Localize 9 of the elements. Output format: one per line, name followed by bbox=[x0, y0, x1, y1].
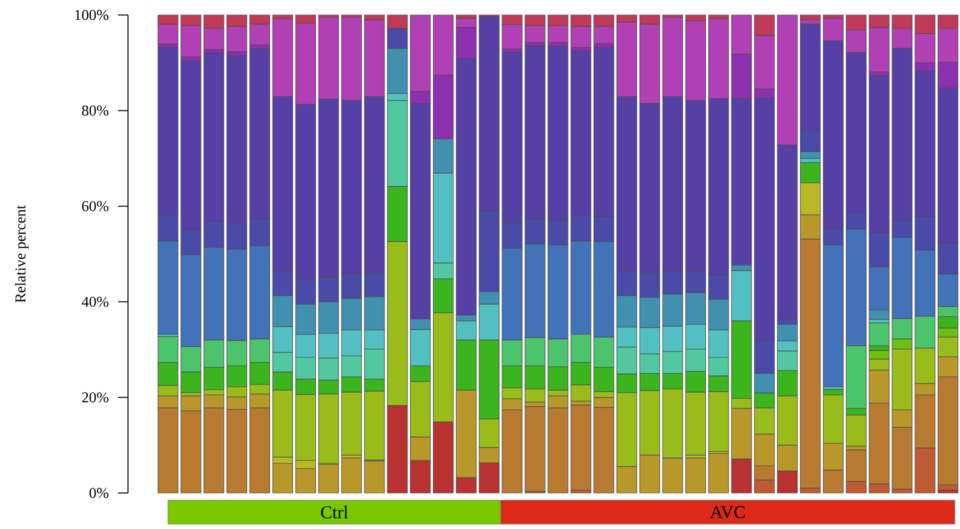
y-tick-label: 60% bbox=[82, 201, 108, 212]
y-tick-label: 80% bbox=[82, 106, 108, 116]
y-tick-label: 20% bbox=[82, 392, 108, 402]
y-tick-label: 40% bbox=[82, 296, 108, 307]
text: Ctrl bbox=[321, 506, 348, 518]
y-axis-title: Relative percent bbox=[14, 205, 29, 302]
y-tick-label: 0% bbox=[90, 488, 108, 498]
y-tick-label: 100% bbox=[75, 10, 108, 20]
text: AVC bbox=[710, 506, 745, 518]
